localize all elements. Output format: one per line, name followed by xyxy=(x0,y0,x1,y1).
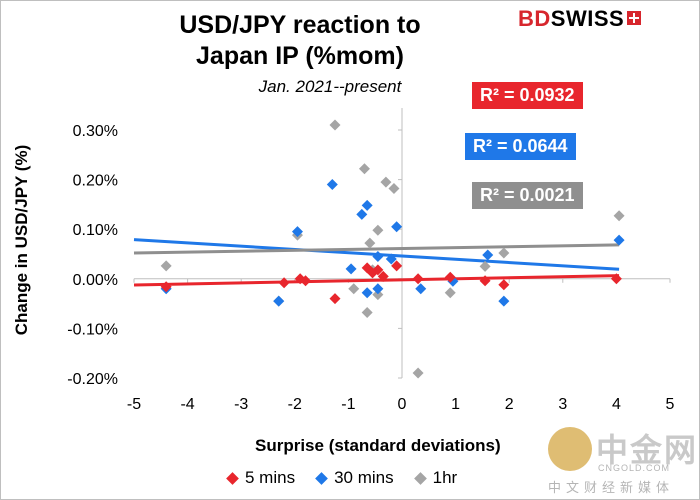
x-tick-label: -3 xyxy=(234,396,248,413)
legend-item-1hr: 1hr xyxy=(413,468,458,488)
chart-subtitle: Jan. 2021--present xyxy=(258,77,402,96)
watermark-title: 中金网 xyxy=(596,432,699,468)
point-1hr xyxy=(329,119,341,131)
point-1hr xyxy=(388,183,400,195)
x-tick-label: 3 xyxy=(558,396,567,413)
point-30min xyxy=(326,179,338,191)
logo-swiss-text: SWISS xyxy=(550,6,625,31)
point-30min xyxy=(356,208,368,220)
point-30min xyxy=(385,253,397,265)
r2-label-5min: R² = 0.0932 xyxy=(472,82,583,109)
bdswiss-logo: BDSWISS xyxy=(518,6,642,32)
x-tick-label: -1 xyxy=(341,396,355,413)
point-1hr xyxy=(358,163,370,175)
point-5min xyxy=(444,271,456,283)
y-tick-label: 0.00% xyxy=(73,272,118,289)
point-5min xyxy=(300,275,312,287)
y-tick-label: 0.20% xyxy=(73,173,118,190)
point-1hr xyxy=(380,176,392,188)
point-30min xyxy=(498,295,510,307)
legend: 5 mins 30 mins 1hr xyxy=(226,468,458,488)
logo-bd-text: BD xyxy=(518,6,551,31)
x-axis-label: Surprise (standard deviations) xyxy=(255,436,501,455)
point-30min xyxy=(613,234,625,246)
x-tick-label: 4 xyxy=(612,396,621,413)
point-5min xyxy=(160,281,172,293)
point-30min xyxy=(273,295,285,307)
trendline-5min xyxy=(133,274,620,287)
point-1hr xyxy=(364,237,376,249)
y-tick-label: -0.20% xyxy=(67,371,118,388)
point-1hr xyxy=(444,287,456,299)
point-5min xyxy=(372,264,384,276)
point-1hr xyxy=(479,260,491,272)
y-tick-label: -0.10% xyxy=(67,321,118,338)
point-1hr xyxy=(348,283,360,295)
legend-30min-label: 30 mins xyxy=(334,468,394,487)
point-30min xyxy=(361,287,373,299)
point-5min xyxy=(329,293,341,305)
x-tick-label: -4 xyxy=(180,396,194,413)
point-1hr xyxy=(361,307,373,319)
point-5min xyxy=(412,273,424,285)
legend-30min-diamond-icon xyxy=(315,471,328,485)
point-30min xyxy=(345,263,357,275)
point-30min xyxy=(372,250,384,262)
y-tick-label: 0.10% xyxy=(73,222,118,239)
point-5min xyxy=(479,275,491,287)
point-30min xyxy=(361,199,373,211)
legend-1hr-diamond-icon xyxy=(413,471,427,485)
legend-1hr-label: 1hr xyxy=(432,468,458,487)
cngold-logo-icon xyxy=(548,427,592,471)
x-tick-label: 1 xyxy=(451,396,460,413)
point-1hr xyxy=(160,260,172,272)
watermark-url: CNGOLD.COM xyxy=(598,463,671,473)
x-tick-label: -5 xyxy=(127,396,141,413)
legend-item-5min: 5 mins xyxy=(226,468,296,488)
chart-title-line2: Japan IP (%mom) xyxy=(196,42,404,70)
trendline-1hr xyxy=(133,243,620,255)
chart-title: USD/JPY reaction to Japan IP (%mom) xyxy=(160,10,440,72)
point-1hr xyxy=(372,289,384,301)
chart-title-line1: USD/JPY reaction to xyxy=(179,11,421,39)
point-5min xyxy=(377,270,389,282)
x-tick-label: -2 xyxy=(288,396,302,413)
y-axis-label: Change in USD/JPY (%) xyxy=(12,144,31,336)
point-30min xyxy=(291,226,303,238)
point-30min xyxy=(391,221,403,233)
x-tick-label: 0 xyxy=(398,396,407,413)
cngold-watermark: 中金网 CNGOLD.COM 中文财经新媒体 xyxy=(548,425,698,495)
x-tick-label: 5 xyxy=(666,396,675,413)
point-1hr xyxy=(372,224,384,236)
point-30min xyxy=(372,283,384,295)
point-5min xyxy=(391,260,403,272)
y-tick-label: 0.30% xyxy=(73,123,118,140)
point-5min xyxy=(610,273,622,285)
point-5min xyxy=(498,279,510,291)
point-1hr xyxy=(613,210,625,222)
legend-5min-diamond-icon xyxy=(226,471,239,485)
point-5min xyxy=(278,277,290,289)
point-30min xyxy=(482,249,494,261)
r2-label-30min: R² = 0.0644 xyxy=(465,133,576,160)
watermark-tagline: 中文财经新媒体 xyxy=(548,480,675,495)
legend-5min-label: 5 mins xyxy=(245,468,296,487)
point-1hr xyxy=(412,367,424,379)
legend-item-30min: 30 mins xyxy=(315,468,394,488)
point-1hr xyxy=(498,247,510,259)
x-tick-label: 2 xyxy=(505,396,514,413)
swiss-cross-icon xyxy=(627,11,642,25)
r2-label-1hr: R² = 0.0021 xyxy=(472,182,583,209)
point-30min xyxy=(415,283,427,295)
